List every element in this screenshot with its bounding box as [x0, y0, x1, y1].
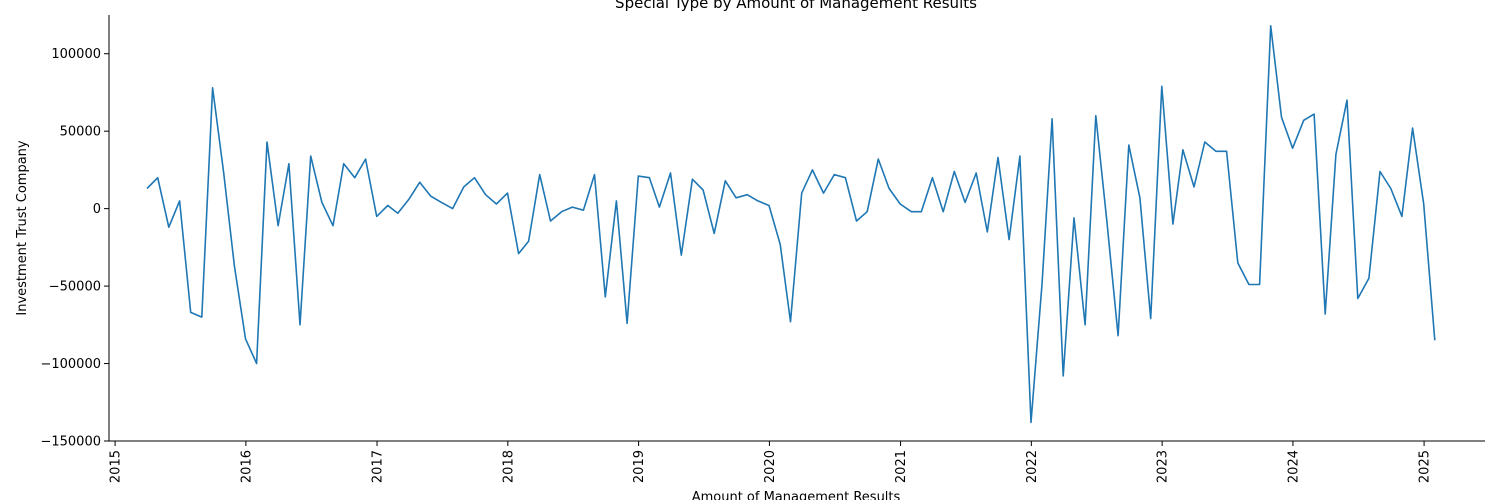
x-tick-label: 2025: [1418, 450, 1433, 483]
x-tick-label: 2015: [109, 450, 124, 483]
x-tick-label: 2022: [1025, 450, 1040, 483]
y-tick-label: −50000: [49, 280, 101, 295]
series-line-0: [146, 24, 1436, 424]
x-tick-label: 2017: [371, 450, 386, 483]
x-tick-label: 2018: [501, 450, 516, 483]
x-tick-label: 2021: [894, 450, 909, 483]
y-tick-label: 50000: [60, 125, 101, 140]
x-axis-label: Amount of Management Results: [692, 490, 901, 500]
x-axis-ticks: 2015 2016 2017 2018 2019 2020 2021 2022 2023 2024…: [109, 441, 1433, 483]
plot-area: [146, 24, 1436, 424]
y-tick-label: −100000: [40, 357, 101, 372]
x-tick-label: 2024: [1286, 450, 1301, 483]
y-tick-label: −150000: [40, 435, 101, 450]
x-tick-label: 2016: [239, 450, 254, 483]
y-axis-ticks: 100000 50000 0 −50000 −100000 −150000: [40, 47, 109, 450]
x-tick-label: 2020: [763, 450, 778, 483]
y-axis-label: Investment Trust Company: [15, 140, 30, 316]
chart-title: Special Type by Amount of Management Res…: [615, 0, 977, 12]
x-tick-label: 2019: [632, 450, 647, 483]
y-tick-label: 0: [93, 202, 101, 217]
x-tick-label: 2023: [1156, 450, 1171, 483]
y-tick-label: 100000: [51, 47, 101, 62]
